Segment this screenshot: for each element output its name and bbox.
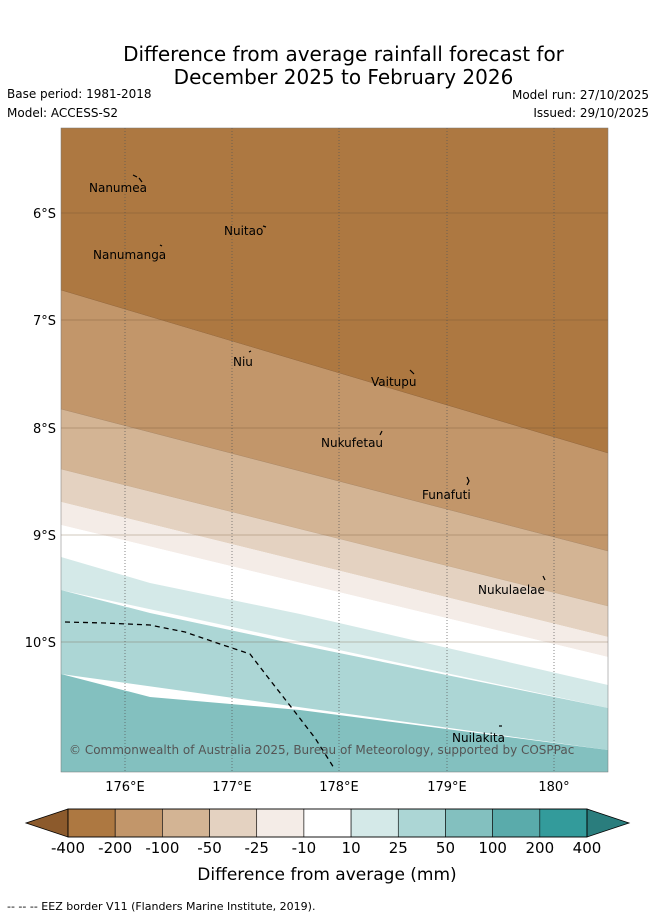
latitude-axis: 6°S 7°S 8°S 9°S 10°S: [25, 207, 56, 651]
island-funafuti-shape: [466, 476, 470, 486]
lat-tick-7s: 7°S: [33, 314, 56, 329]
colorbar-title: Difference from average (mm): [197, 865, 456, 885]
latitude-gridlines: [61, 212, 608, 643]
island-label-nanumea: Nanumea: [89, 181, 147, 195]
model-name: Model: ACCESS-S2: [7, 106, 119, 120]
colorbar-label: -25: [244, 839, 269, 857]
lat-tick-9s: 9°S: [33, 529, 56, 544]
lon-tick-180: 180°: [538, 780, 569, 795]
colorbar-label: 400: [573, 839, 602, 857]
longitude-gridlines: [124, 128, 555, 772]
island-nukulaelae-shape: [542, 575, 546, 581]
band-neutral: [61, 525, 608, 685]
colorbar-cell: [539, 808, 588, 838]
longitude-axis: 176°E 177°E 178°E 179°E 180°: [105, 780, 569, 795]
island-label-nukulaelae: Nukulaelae: [478, 583, 545, 597]
colorbar-cell: [492, 808, 541, 838]
colorbar-cells: [67, 808, 588, 838]
island-nuitao-shape: [262, 225, 267, 228]
island-nukufetau-shape: [379, 430, 383, 436]
colorbar-cell: [114, 808, 163, 838]
colorbar-label: -200: [98, 839, 132, 857]
copyright-notice: © Commonwealth of Australia 2025, Bureau…: [69, 743, 574, 757]
lon-tick-178e: 178°E: [319, 780, 359, 795]
lat-tick-8s: 8°S: [33, 422, 56, 437]
colorbar-extend-low: [24, 808, 69, 838]
lon-tick-177e: 177°E: [212, 780, 252, 795]
band-minus-200: [61, 128, 608, 453]
model-run: Model run: 27/10/2025: [511, 88, 649, 102]
title-line-2: December 2025 to February 2026: [173, 65, 514, 89]
island-shapes: [132, 174, 546, 727]
island-label-vaitupu: Vaitupu: [371, 375, 417, 389]
island-vaitupu-shape: [409, 369, 415, 375]
colorbar-cell: [209, 808, 258, 838]
band-plus-25: [61, 557, 608, 708]
band-minus-10: [61, 502, 608, 657]
colorbar-cell: [303, 808, 352, 838]
island-nanumanga-shape: [159, 244, 163, 247]
colorbar-label: 100: [478, 839, 507, 857]
lat-tick-10s: 10°S: [25, 636, 56, 651]
lat-tick-6s: 6°S: [33, 207, 56, 222]
eez-border: [64, 621, 335, 769]
colorbar-label: 10: [342, 839, 361, 857]
band-minus-25: [61, 469, 608, 637]
island-label-nanumanga: Nanumanga: [93, 248, 166, 262]
lon-tick-179e: 179°E: [427, 780, 467, 795]
colorbar-outline: [67, 808, 588, 838]
base-period: Base period: 1981-2018: [7, 87, 152, 101]
island-nanumea-shape: [132, 174, 143, 183]
colorbar-label: -10: [292, 839, 317, 857]
rainfall-map: Nanumea Nuitao Nanumanga Niu Vaitupu Nuk…: [61, 128, 608, 772]
island-label-niu: Niu: [233, 355, 253, 369]
colorbar: -400 -200 -100 -50 -25 -10 10 25 50 100 …: [24, 808, 631, 885]
island-label-nuilakita: Nuilakita: [452, 731, 505, 745]
band-plus-100: [61, 674, 608, 772]
colorbar-cell: [256, 808, 305, 838]
band-minus-100: [61, 290, 608, 551]
island-label-funafuti: Funafuti: [422, 488, 471, 502]
colorbar-cell: [397, 808, 446, 838]
island-niu-shape: [248, 350, 252, 353]
colorbar-cell: [350, 808, 399, 838]
island-label-nukufetau: Nukufetau: [321, 436, 383, 450]
colorbar-label: -100: [145, 839, 179, 857]
band-minus-50: [61, 409, 608, 606]
issued-date: Issued: 29/10/2025: [533, 106, 649, 120]
colorbar-label: 25: [389, 839, 408, 857]
island-label-nuitao: Nuitao: [224, 224, 263, 238]
footnote-eez: -- -- -- EEZ border V11 (Flanders Marine…: [7, 900, 316, 913]
colorbar-label: 200: [525, 839, 554, 857]
colorbar-label: 50: [436, 839, 455, 857]
lon-tick-176e: 176°E: [105, 780, 145, 795]
title-line-1: Difference from average rainfall forecas…: [123, 42, 564, 66]
map-frame: [60, 127, 609, 773]
colorbar-labels: -400 -200 -100 -50 -25 -10 10 25 50 100 …: [51, 839, 601, 857]
colorbar-cell: [445, 808, 493, 838]
colorbar-label: -50: [197, 839, 222, 857]
band-plus-50: [61, 590, 608, 750]
colorbar-cell: [162, 808, 210, 838]
colorbar-cell: [67, 808, 116, 838]
colorbar-label: -400: [51, 839, 85, 857]
colorbar-extend-high: [586, 808, 631, 838]
